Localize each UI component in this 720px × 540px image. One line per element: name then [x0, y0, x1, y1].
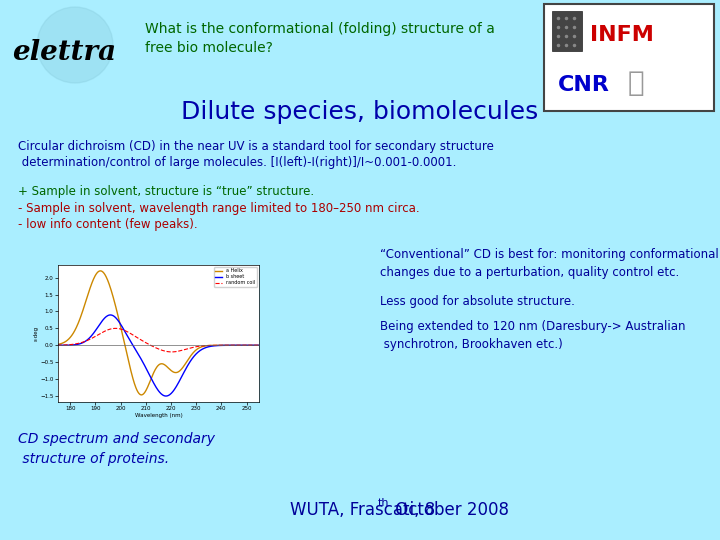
random coil: [181, 346, 190, 353]
b sheet: [161, 393, 170, 399]
b sheet: [255, 342, 264, 348]
random coil: [255, 342, 264, 348]
a Helix: [181, 361, 190, 367]
Text: Circular dichroism (CD) in the near UV is a standard tool for secondary structur: Circular dichroism (CD) in the near UV i…: [18, 140, 494, 153]
Text: th: th: [378, 498, 390, 508]
Text: Dilute species, biomolecules: Dilute species, biomolecules: [181, 100, 539, 124]
random coil: [78, 339, 86, 346]
random coil: [120, 327, 128, 333]
a Helix: [53, 341, 62, 348]
b sheet: [134, 350, 143, 357]
Y-axis label: ε·deg: ε·deg: [34, 326, 39, 341]
a Helix: [137, 392, 145, 398]
random coil: [112, 325, 120, 332]
Text: ⎙: ⎙: [628, 69, 644, 97]
Circle shape: [37, 7, 113, 83]
random coil: [168, 349, 176, 355]
FancyBboxPatch shape: [544, 4, 714, 111]
Line: b sheet: b sheet: [58, 315, 259, 396]
Text: CD spectrum and secondary
 structure of proteins.: CD spectrum and secondary structure of p…: [18, 432, 215, 465]
Text: Being extended to 120 nm (Daresbury-> Australian
 synchrotron, Brookhaven etc.): Being extended to 120 nm (Daresbury-> Au…: [380, 320, 685, 351]
Line: random coil: random coil: [58, 328, 259, 352]
Text: Less good for absolute structure.: Less good for absolute structure.: [380, 295, 575, 308]
a Helix: [96, 268, 105, 274]
b sheet: [201, 345, 210, 351]
Text: determination/control of large molecules. [I(left)-I(right)]/I~0.001-0.0001.: determination/control of large molecules…: [18, 156, 456, 169]
Text: elettra: elettra: [12, 38, 116, 65]
b sheet: [120, 326, 128, 333]
a Helix: [200, 343, 209, 349]
b sheet: [106, 312, 114, 318]
b sheet: [53, 342, 62, 348]
Text: + Sample in solvent, structure is “true” structure.: + Sample in solvent, structure is “true”…: [18, 185, 314, 198]
Text: - low info content (few peaks).: - low info content (few peaks).: [18, 218, 197, 231]
b sheet: [181, 366, 190, 373]
b sheet: [200, 345, 209, 352]
b sheet: [78, 340, 86, 346]
Text: - Sample in solvent, wavelength range limited to 180–250 nm circa.: - Sample in solvent, wavelength range li…: [18, 202, 420, 215]
Text: WUTA, Frascati, 8: WUTA, Frascati, 8: [290, 501, 436, 519]
random coil: [53, 342, 62, 348]
a Helix: [134, 389, 143, 395]
a Helix: [201, 343, 210, 349]
Text: CNR: CNR: [558, 75, 610, 95]
a Helix: [255, 342, 264, 348]
Text: INFM: INFM: [590, 25, 654, 45]
Text: What is the conformational (folding) structure of a
free bio molecule?: What is the conformational (folding) str…: [145, 22, 495, 56]
random coil: [201, 342, 210, 349]
Text: October 2008: October 2008: [390, 501, 509, 519]
a Helix: [78, 310, 86, 316]
Text: “Conventional” CD is best for: monitoring conformational
changes due to a pertur: “Conventional” CD is best for: monitorin…: [380, 248, 719, 279]
FancyBboxPatch shape: [552, 11, 582, 51]
a Helix: [120, 337, 128, 343]
random coil: [134, 335, 143, 341]
Legend: a Helix, b sheet, random coil: a Helix, b sheet, random coil: [214, 267, 257, 287]
Line: a Helix: a Helix: [58, 271, 259, 395]
random coil: [200, 342, 209, 349]
X-axis label: Wavelength (nm): Wavelength (nm): [135, 413, 182, 418]
